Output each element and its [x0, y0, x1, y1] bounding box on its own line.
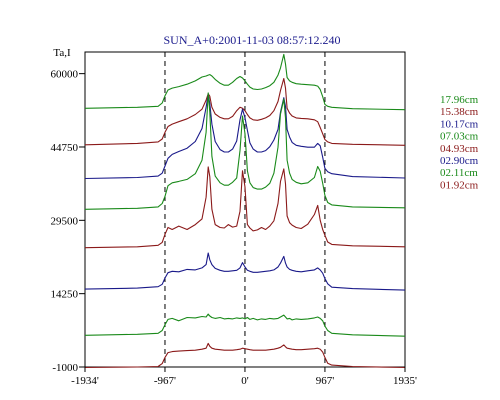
- series-line-3: [84, 92, 406, 210]
- series-line-6: [84, 313, 406, 337]
- x-tick-label-2: 0': [241, 375, 249, 387]
- series-line-2: [84, 93, 406, 180]
- legend-entry-6: 02.11cm: [440, 167, 478, 179]
- y-tick-label-2: 29500: [51, 215, 79, 227]
- legend-entry-5: 02.90cm: [440, 155, 479, 167]
- legend-entry-0: 17.96cm: [440, 94, 479, 106]
- legend-entry-3: 07.03cm: [440, 131, 479, 143]
- x-axis: -1934' -967' 0' 967' 1935': [71, 367, 417, 387]
- x-tick-label-4: 1935': [393, 375, 417, 387]
- legend: 17.96cm15.38cm10.17cm07.03cm04.93cm02.90…: [440, 94, 479, 191]
- x-tick-label-0: -1934': [71, 375, 99, 387]
- series-line-4: [84, 166, 406, 249]
- x-tick-label-1: -967': [154, 375, 176, 387]
- y-tick-label-4: -1000: [52, 362, 78, 374]
- y-tick-label-1: 44750: [51, 142, 79, 154]
- series-line-7: [84, 342, 406, 369]
- x-tick-label-3: 967': [316, 375, 335, 387]
- series-layer: [84, 53, 406, 369]
- series-line-1: [84, 77, 406, 146]
- legend-entry-2: 10.17cm: [440, 118, 479, 130]
- legend-entry-1: 15.38cm: [440, 106, 479, 118]
- y-axis-label: Ta,I: [53, 47, 71, 59]
- y-tick-label-0: 60000: [51, 69, 79, 81]
- series-line-0: [84, 53, 406, 111]
- legend-entry-4: 04.93cm: [440, 143, 479, 155]
- y-tick-label-3: 14250: [51, 289, 79, 301]
- reference-lines: [164, 52, 326, 367]
- legend-entry-7: 01.92cm: [440, 179, 479, 191]
- chart-title: SUN_A+0:2001-11-03 08:57:12.240: [164, 33, 341, 47]
- series-line-5: [84, 252, 406, 291]
- y-axis: 60000 44750 29500 14250 -1000: [51, 69, 85, 374]
